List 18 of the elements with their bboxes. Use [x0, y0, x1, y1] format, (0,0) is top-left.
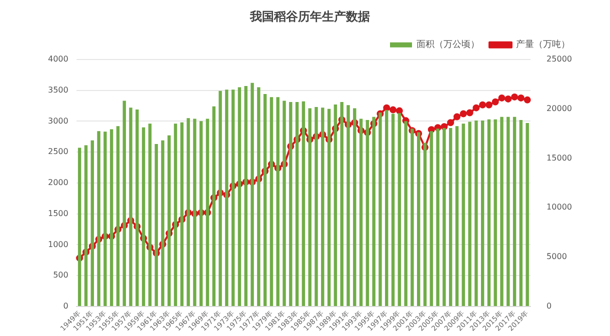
legend-label: 面积（万公顷）: [416, 39, 480, 50]
y2-tick-label: 0: [546, 302, 552, 311]
y-tick-label: 1500: [48, 208, 68, 218]
y-tick-label: 1000: [48, 240, 68, 249]
chart-title: 我国稻谷历年生产数据: [249, 9, 370, 24]
y-tick-label: 0: [63, 302, 68, 311]
y2-tick-label: 15000: [546, 153, 572, 162]
y-tick-label: 3000: [48, 116, 68, 126]
legend-label: 产量（万吨）: [516, 39, 570, 50]
y-tick-label: 4000: [48, 54, 68, 64]
y2-tick-label: 5000: [546, 252, 567, 262]
y2-tick-label: 10000: [546, 202, 572, 212]
y2-tick-label: 20000: [546, 104, 572, 113]
y-tick-label: 500: [53, 270, 68, 280]
y2-tick-label: 25000: [546, 54, 572, 64]
y-tick-label: 2000: [48, 178, 68, 188]
y-tick-label: 3500: [48, 85, 68, 94]
y-tick-label: 2500: [48, 147, 68, 156]
